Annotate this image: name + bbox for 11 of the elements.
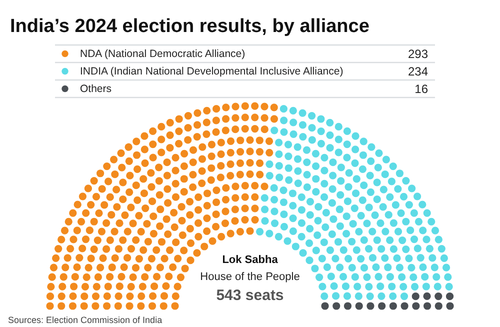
text: House of the People xyxy=(200,271,300,283)
text: Lok Sabha xyxy=(222,254,279,266)
data-label: 293 xyxy=(408,46,428,61)
category-label: INDIA (Indian National Developmental Inclusive Alliance) xyxy=(80,65,344,78)
data-label: 234 xyxy=(408,64,428,78)
text: India’s 2024 election results, by alliance xyxy=(10,16,370,37)
category-label: NDA (National Democratic Alliance) xyxy=(80,48,246,60)
source-note: Sources: Election Commission of India xyxy=(8,315,162,325)
category-label: Others xyxy=(80,82,112,95)
data-label: 16 xyxy=(414,82,428,96)
text: 543 seats xyxy=(216,287,284,304)
